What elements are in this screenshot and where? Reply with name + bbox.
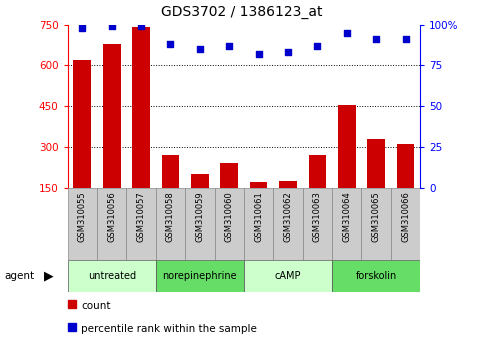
Bar: [156, 188, 185, 260]
Text: GSM310064: GSM310064: [342, 191, 351, 242]
Bar: [244, 188, 273, 260]
Bar: [97, 188, 127, 260]
Text: GSM310063: GSM310063: [313, 191, 322, 242]
Bar: [73, 60, 91, 188]
Bar: [338, 105, 355, 188]
Bar: [162, 155, 179, 188]
Bar: [332, 188, 361, 260]
Text: GSM310061: GSM310061: [254, 191, 263, 242]
Text: GSM310066: GSM310066: [401, 191, 410, 242]
Point: [313, 43, 321, 49]
Point: [137, 24, 145, 29]
Bar: [273, 188, 303, 260]
Bar: [303, 188, 332, 260]
Point: [402, 36, 410, 42]
Text: GSM310055: GSM310055: [78, 191, 87, 242]
Text: GSM310062: GSM310062: [284, 191, 293, 242]
Text: percentile rank within the sample: percentile rank within the sample: [81, 324, 257, 333]
Text: forskolin: forskolin: [355, 271, 397, 281]
Text: GSM310065: GSM310065: [371, 191, 381, 242]
Bar: [397, 144, 414, 188]
Bar: [68, 188, 97, 260]
Point: [255, 51, 262, 57]
Text: GSM310057: GSM310057: [137, 191, 145, 242]
Bar: [185, 188, 214, 260]
Point: [78, 25, 86, 31]
Bar: [244, 260, 332, 292]
Text: GSM310056: GSM310056: [107, 191, 116, 242]
Point: [196, 46, 204, 52]
Bar: [361, 188, 391, 260]
Bar: [391, 188, 420, 260]
Text: GSM310058: GSM310058: [166, 191, 175, 242]
Bar: [250, 182, 268, 188]
Text: agent: agent: [5, 271, 35, 281]
Point: [372, 36, 380, 42]
Point: [167, 41, 174, 47]
Bar: [103, 44, 120, 188]
Text: cAMP: cAMP: [275, 271, 301, 281]
Point: [284, 50, 292, 55]
Bar: [367, 139, 385, 188]
Bar: [309, 155, 326, 188]
Text: untreated: untreated: [87, 271, 136, 281]
Bar: [191, 174, 209, 188]
Bar: [156, 260, 244, 292]
Point: [226, 43, 233, 49]
Point: [343, 30, 351, 36]
Bar: [127, 188, 156, 260]
Bar: [332, 260, 420, 292]
Text: count: count: [81, 301, 111, 310]
Bar: [214, 188, 244, 260]
Text: GDS3702 / 1386123_at: GDS3702 / 1386123_at: [161, 5, 322, 19]
Text: GSM310059: GSM310059: [195, 191, 204, 242]
Text: GSM310060: GSM310060: [225, 191, 234, 242]
Point: [108, 24, 115, 29]
Text: ▶: ▶: [43, 270, 53, 282]
Bar: [68, 260, 156, 292]
Bar: [132, 28, 150, 188]
Text: norepinephrine: norepinephrine: [162, 271, 237, 281]
Bar: [279, 181, 297, 188]
Bar: [220, 163, 238, 188]
